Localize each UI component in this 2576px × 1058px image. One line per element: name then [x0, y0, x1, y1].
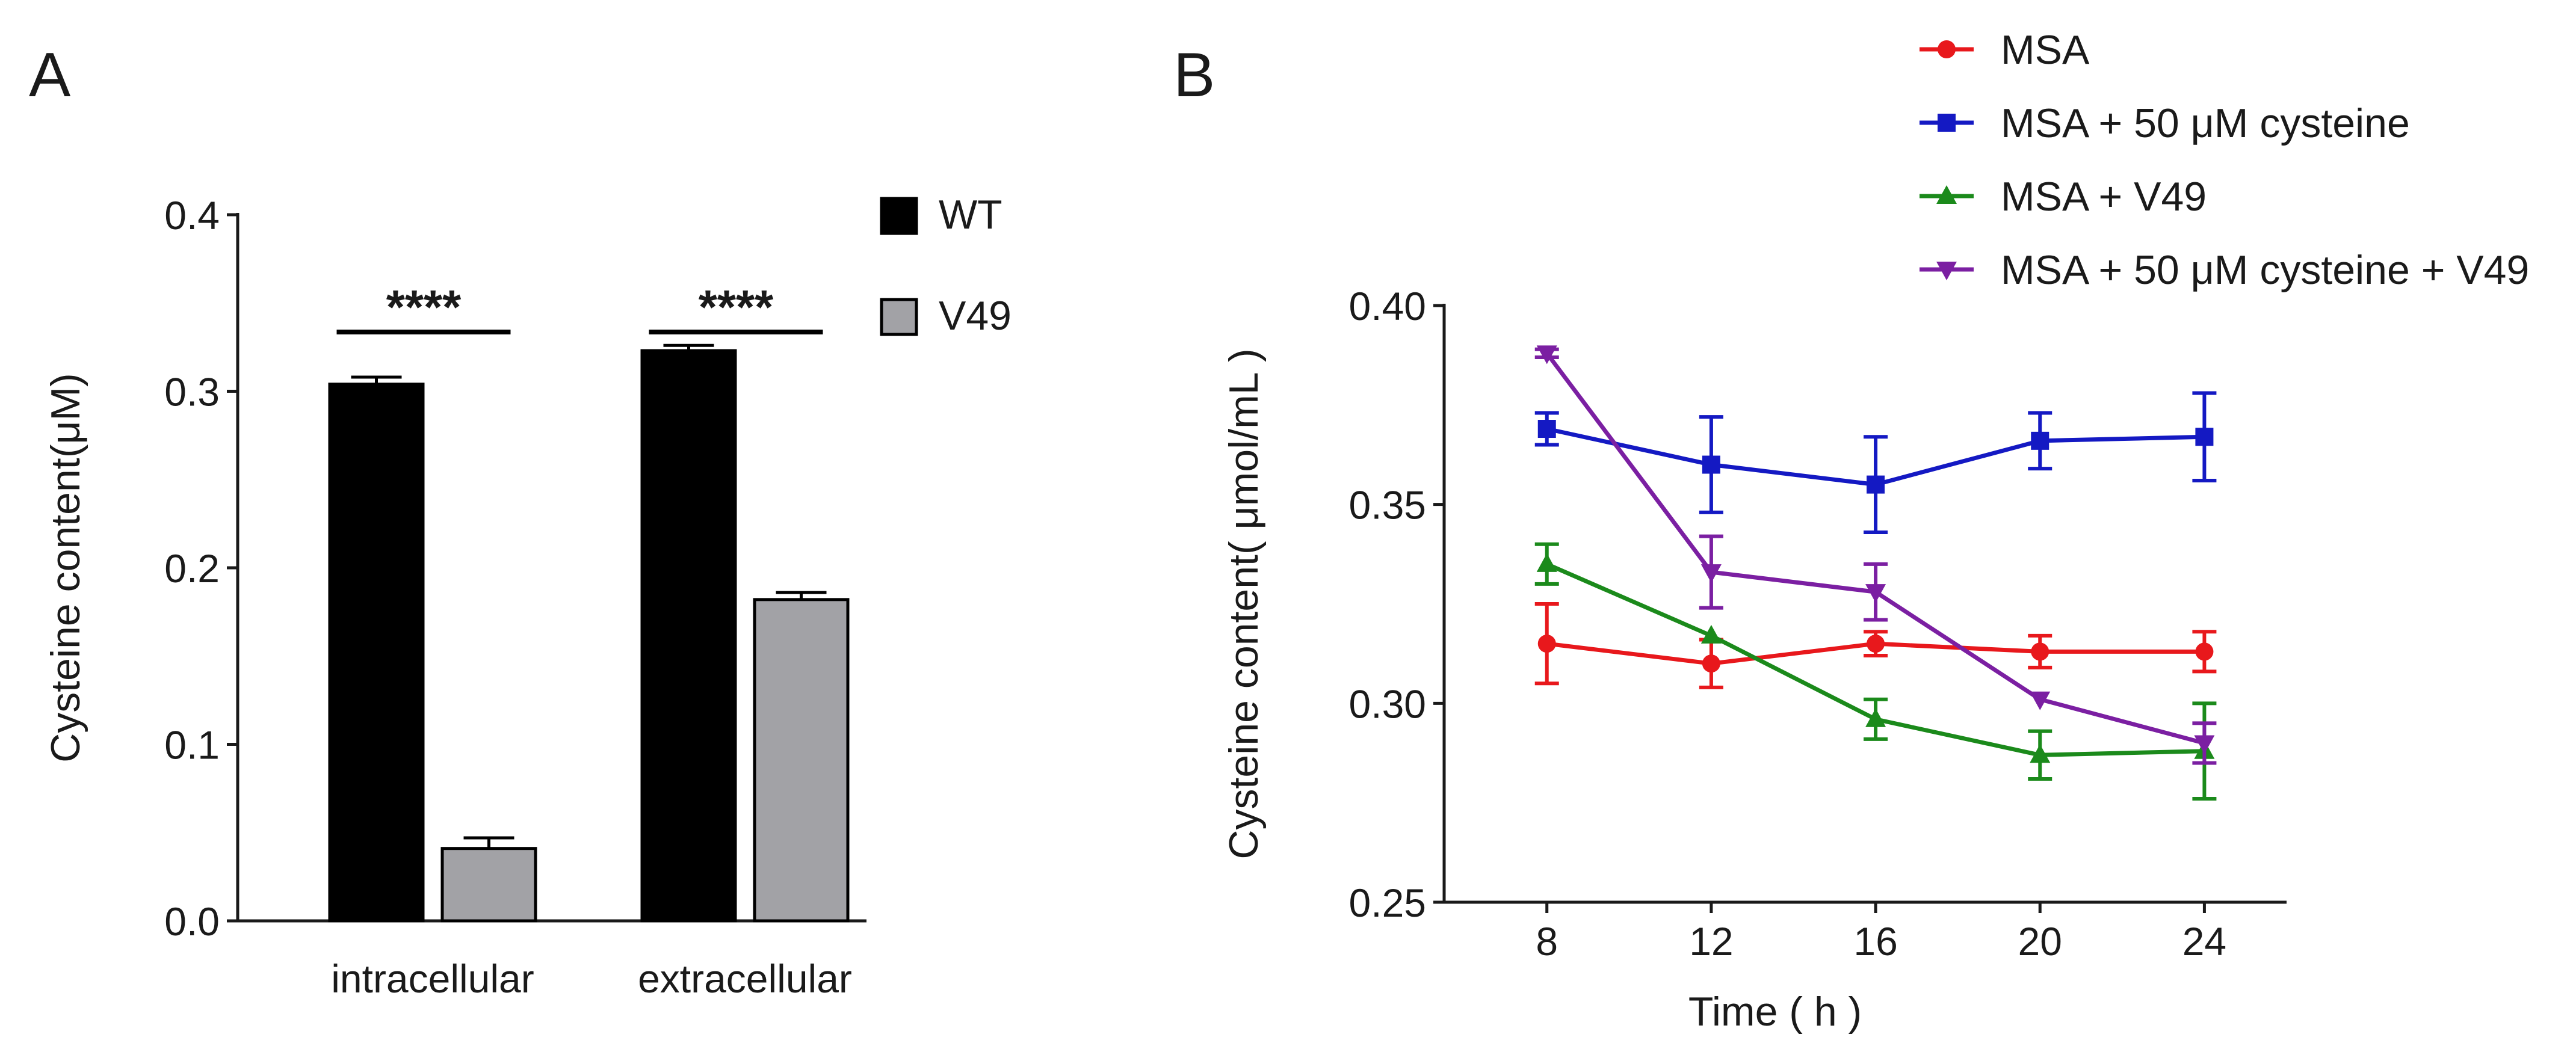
- data-point: [1700, 564, 1722, 583]
- data-point: [1700, 624, 1722, 644]
- legend-label: MSA + V49: [2001, 174, 2207, 220]
- data-point: [2031, 431, 2049, 450]
- legend-label: MSA: [2001, 27, 2090, 73]
- legend-label-wt: WT: [939, 192, 1002, 238]
- series-1: [1534, 391, 2217, 534]
- x-tick-label-b: 12: [1689, 919, 1733, 964]
- x-axis-title-b: Time ( h ): [1688, 989, 1862, 1035]
- legend-swatch-wt: [880, 197, 918, 235]
- significance-label: ****: [386, 280, 462, 334]
- y-tick-label-b: 0.30: [1349, 681, 1426, 726]
- y-tick-label-b: 0.35: [1349, 483, 1426, 527]
- x-tick-label-b: 24: [2182, 919, 2226, 964]
- legend-label: MSA + 50 μM cysteine: [2001, 100, 2410, 146]
- legend-label-v49: V49: [939, 293, 1012, 339]
- data-point: [1537, 420, 1556, 438]
- y-tick-label-a: 0.2: [164, 546, 220, 591]
- x-tick-label-b: 16: [1853, 919, 1897, 964]
- panel-label-b: B: [1173, 40, 1215, 110]
- panel-label-a: A: [29, 40, 71, 110]
- x-tick-label-a: extracellular: [638, 956, 852, 1001]
- y-tick-label-a: 0.4: [164, 193, 220, 238]
- series-3: [1534, 345, 2217, 765]
- data-point: [1865, 708, 1886, 727]
- bar-wt-extracellular: [640, 349, 737, 923]
- data-point: [2195, 642, 2214, 661]
- series-0: [1534, 602, 2217, 689]
- data-point: [2030, 744, 2051, 763]
- legend-marker: [1936, 262, 1957, 280]
- legend-marker: [1936, 185, 1957, 204]
- y-axis-title-b: Cysteine content( μmol/mL ): [1221, 348, 1267, 859]
- data-point: [1537, 635, 1556, 653]
- y-tick-label-b: 0.25: [1349, 881, 1426, 925]
- x-tick-label-a: intracellular: [331, 956, 534, 1001]
- data-point: [1536, 553, 1557, 572]
- series-line: [1545, 352, 2205, 745]
- data-point: [2194, 735, 2215, 754]
- data-point: [1702, 455, 1720, 474]
- y-axis-title-a: Cysteine content(μM): [43, 373, 88, 763]
- legend-marker: [1938, 114, 1956, 132]
- bar-v49-extracellular: [753, 598, 850, 923]
- legend-marker: [1938, 40, 1956, 58]
- data-point: [1867, 635, 1885, 653]
- data-point: [1867, 475, 1885, 494]
- data-point: [2195, 428, 2214, 446]
- legend-swatch-v49: [880, 298, 918, 336]
- bar-v49-intracellular: [440, 847, 537, 923]
- data-point: [2031, 642, 2049, 661]
- data-point: [1536, 345, 1557, 364]
- y-tick-label-a: 0.3: [164, 370, 220, 414]
- y-tick-label-a: 0.0: [164, 899, 220, 944]
- y-tick-label-b: 0.40: [1349, 284, 1426, 328]
- x-tick-label-b: 20: [2018, 919, 2062, 964]
- data-point: [1702, 654, 1720, 673]
- significance-label: ****: [699, 280, 774, 334]
- x-tick-label-b: 8: [1536, 919, 1558, 964]
- data-point: [1865, 584, 1886, 603]
- data-point: [2030, 691, 2051, 710]
- bar-wt-intracellular: [328, 383, 425, 923]
- y-tick-label-a: 0.1: [164, 723, 220, 767]
- line-chart-b: 0.25 0.30 0.35 0.40 8 12 16 20 24 Time ( h ) Cyste…: [1221, 27, 2529, 1035]
- bar-chart-a: 0.0 0.1 0.2 0.3 0.4 Cysteine content(μM) intra…: [43, 192, 1012, 1001]
- legend-label: MSA + 50 μM cysteine + V49: [2001, 247, 2529, 293]
